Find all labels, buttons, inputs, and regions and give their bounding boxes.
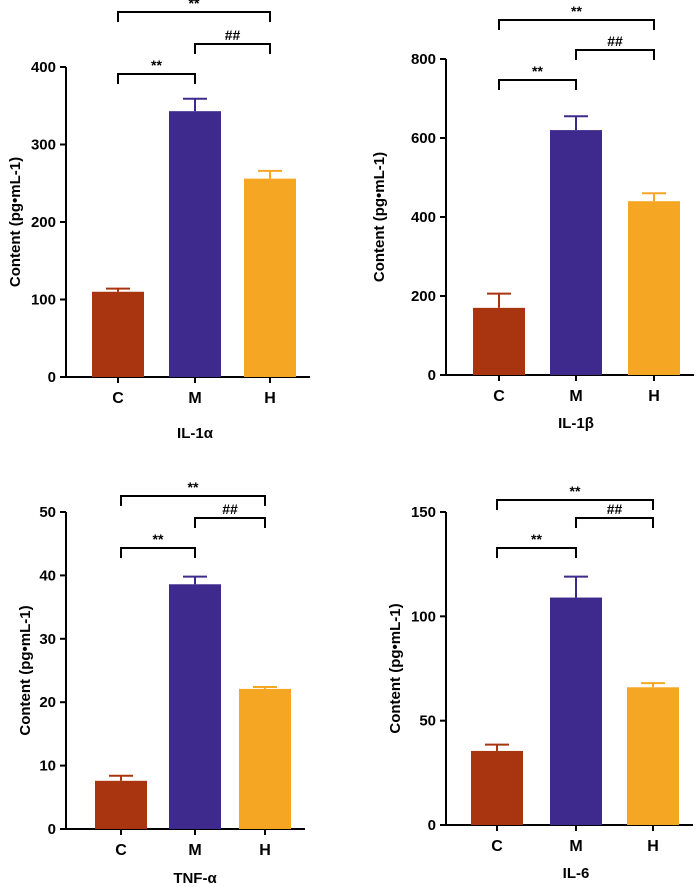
category-label: C xyxy=(491,838,503,855)
y-tick-label: 0 xyxy=(48,369,56,386)
chart-2: 0 200 400 600 800 C M H IL-1β Content (pg•mL-1) **… xyxy=(371,3,694,432)
bar-C xyxy=(471,750,523,825)
significance-label: ** xyxy=(153,531,164,547)
significance-bracket xyxy=(117,73,196,84)
y-tick-label: 400 xyxy=(31,59,56,76)
y-axis-label: Content (pg•mL-1) xyxy=(17,605,34,735)
y-axis-label: Content (pg•mL-1) xyxy=(387,603,404,733)
y-tick-label: 400 xyxy=(411,209,436,226)
y-tick-label: 10 xyxy=(39,758,56,775)
bar-C xyxy=(473,307,525,375)
significance-label: ** xyxy=(532,63,543,79)
y-tick-label: 40 xyxy=(39,567,56,584)
y-tick-label: 150 xyxy=(411,504,436,521)
significance-bracket xyxy=(498,19,655,30)
category-label: M xyxy=(188,390,201,407)
chart-3: 0 10 20 30 40 50 C M H TNF-α Content (pg•mL-1) ** ##… xyxy=(17,479,305,887)
category-label: M xyxy=(188,842,201,859)
chart-4: 0 50 100 150 C M H IL-6 Content (pg•mL-1) ** ## ** xyxy=(387,483,693,882)
y-tick-label: 100 xyxy=(31,292,56,309)
significance-label: ** xyxy=(571,3,582,19)
significance-label: ## xyxy=(607,33,623,49)
significance-bracket xyxy=(117,11,271,22)
y-tick-label: 200 xyxy=(31,214,56,231)
significance-bracket xyxy=(575,517,654,528)
y-axis-label: Content (pg•mL-1) xyxy=(371,152,388,282)
y-tick-label: 100 xyxy=(411,608,436,625)
bar-C xyxy=(92,291,144,377)
y-tick-label: 50 xyxy=(39,504,56,521)
x-axis-label: IL-1β xyxy=(558,415,594,432)
category-label: C xyxy=(115,842,127,859)
significance-label: ## xyxy=(225,27,241,43)
significance-label: ## xyxy=(222,501,238,517)
significance-bracket xyxy=(496,499,654,510)
significance-label: ** xyxy=(151,57,162,73)
chart-1: 0 100 200 300 400 C M H IL-1α Content (pg•mL-1) **… xyxy=(7,0,310,442)
y-tick-label: 0 xyxy=(428,817,436,834)
bar-H xyxy=(627,687,679,825)
bar-H xyxy=(244,178,296,377)
significance-bracket xyxy=(496,547,577,558)
x-axis-label: TNF-α xyxy=(173,870,217,887)
bar-M xyxy=(169,584,221,829)
category-label: H xyxy=(259,842,271,859)
y-tick-label: 20 xyxy=(39,694,56,711)
category-label: C xyxy=(112,390,124,407)
x-axis-label: IL-1α xyxy=(177,425,214,442)
bar-H xyxy=(239,688,291,829)
significance-label: ** xyxy=(570,483,581,499)
y-tick-label: 200 xyxy=(411,288,436,305)
significance-label: ** xyxy=(189,0,200,11)
category-label: H xyxy=(647,838,659,855)
significance-label: ** xyxy=(188,479,199,495)
y-tick-label: 800 xyxy=(411,51,436,68)
bar-H xyxy=(628,201,680,375)
significance-bracket xyxy=(120,547,196,558)
category-label: C xyxy=(493,388,505,405)
bar-M xyxy=(550,597,602,825)
y-tick-label: 600 xyxy=(411,130,436,147)
significance-bracket xyxy=(194,517,266,528)
significance-bracket xyxy=(575,49,655,60)
bar-C xyxy=(95,780,147,829)
bar-M xyxy=(550,130,602,375)
y-tick-label: 0 xyxy=(428,367,436,384)
y-tick-label: 50 xyxy=(419,713,436,730)
category-label: H xyxy=(264,390,276,407)
significance-bracket xyxy=(120,495,266,506)
significance-bracket xyxy=(498,79,577,90)
category-label: M xyxy=(569,838,582,855)
category-label: H xyxy=(648,388,660,405)
y-tick-label: 0 xyxy=(48,821,56,838)
category-label: M xyxy=(569,388,582,405)
y-tick-label: 300 xyxy=(31,137,56,154)
y-axis-label: Content (pg•mL-1) xyxy=(7,157,24,287)
x-axis-label: IL-6 xyxy=(563,865,590,882)
y-tick-label: 30 xyxy=(39,631,56,648)
bar-M xyxy=(169,111,221,378)
significance-bracket xyxy=(194,43,271,54)
significance-label: ## xyxy=(607,501,623,517)
significance-label: ** xyxy=(531,531,542,547)
